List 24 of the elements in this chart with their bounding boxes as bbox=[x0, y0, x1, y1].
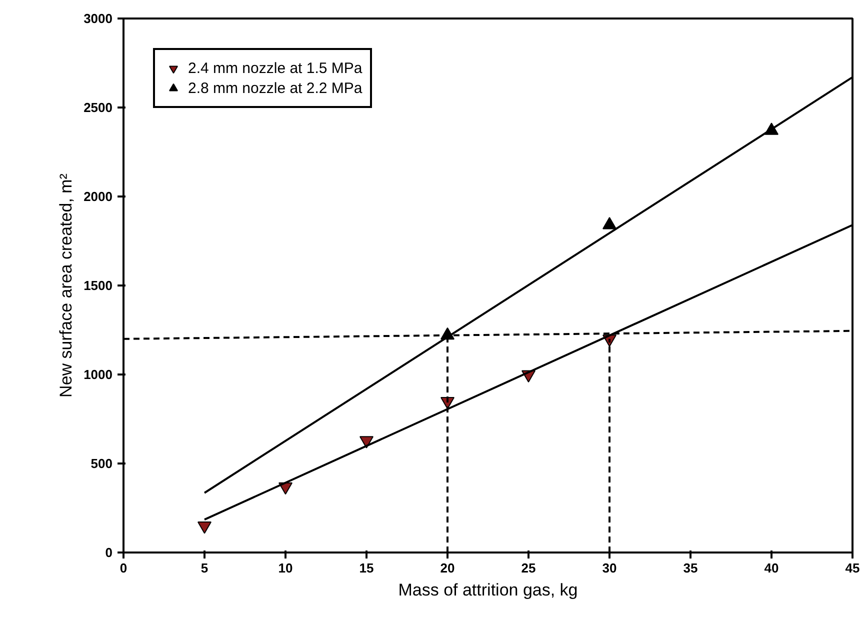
x-tick-label: 5 bbox=[200, 560, 208, 576]
point bbox=[602, 216, 616, 230]
y-axis-title: New surface area created, m² bbox=[56, 173, 76, 398]
y-tick-label: 1000 bbox=[84, 367, 112, 382]
x-tick-label: 10 bbox=[278, 560, 293, 576]
y-tick-label: 1500 bbox=[84, 278, 112, 293]
x-tick-label: 40 bbox=[764, 560, 779, 576]
x-tick-label: 25 bbox=[521, 560, 536, 576]
point bbox=[360, 436, 374, 448]
legend-label: 2.8 mm nozzle at 2.2 MPa bbox=[188, 80, 362, 96]
y-tick-label: 0 bbox=[105, 545, 113, 560]
point bbox=[198, 522, 212, 534]
x-tick-label: 30 bbox=[602, 560, 617, 576]
y-tick-label: 2000 bbox=[84, 189, 112, 204]
x-tick-label: 35 bbox=[683, 560, 698, 576]
legend-label: 2.4 mm nozzle at 1.5 MPa bbox=[188, 60, 362, 76]
x-tick-label: 0 bbox=[120, 560, 128, 576]
y-tick-label: 2500 bbox=[84, 100, 112, 115]
y-tick-label: 500 bbox=[90, 456, 113, 471]
x-tick-label: 45 bbox=[845, 560, 860, 576]
y-tick-label: 3000 bbox=[84, 11, 112, 26]
x-tick-label: 20 bbox=[440, 560, 455, 576]
x-axis-title: Mass of attrition gas, kg bbox=[398, 580, 578, 600]
x-tick-label: 15 bbox=[359, 560, 374, 576]
